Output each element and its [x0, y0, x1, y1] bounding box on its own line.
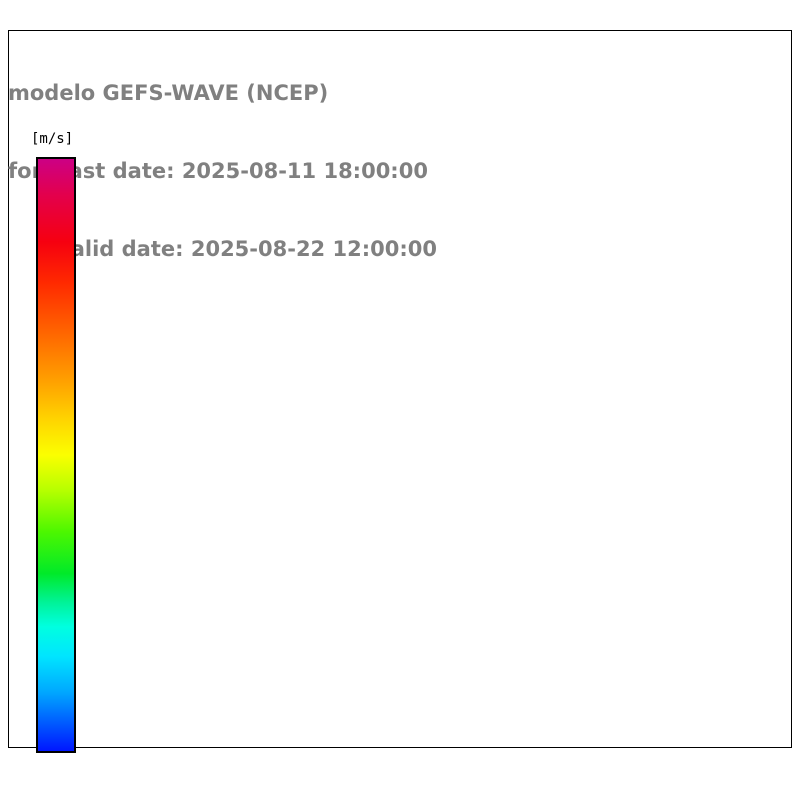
graticule-grid [8, 30, 792, 748]
map-plot-area [8, 30, 792, 748]
title-forecast-line: forecast date: 2025-08-11 18:00:00 [8, 159, 428, 183]
colorbar-unit-label: [m/s] [31, 131, 74, 147]
axis-ticks-right [778, 30, 792, 748]
axis-ticks-left [8, 30, 20, 748]
axis-ticks-bottom [8, 748, 792, 762]
title-model-line: modelo GEFS-WAVE (NCEP) [8, 81, 329, 105]
axis-ticks-top [8, 30, 792, 42]
map-title-block: modelo GEFS-WAVE (NCEP) forecast date: 2… [8, 28, 528, 314]
title-valid-line: valid date: 2025-08-22 12:00:00 [57, 237, 437, 261]
colorbar-gradient [36, 157, 76, 753]
colorbar[interactable] [36, 157, 76, 753]
